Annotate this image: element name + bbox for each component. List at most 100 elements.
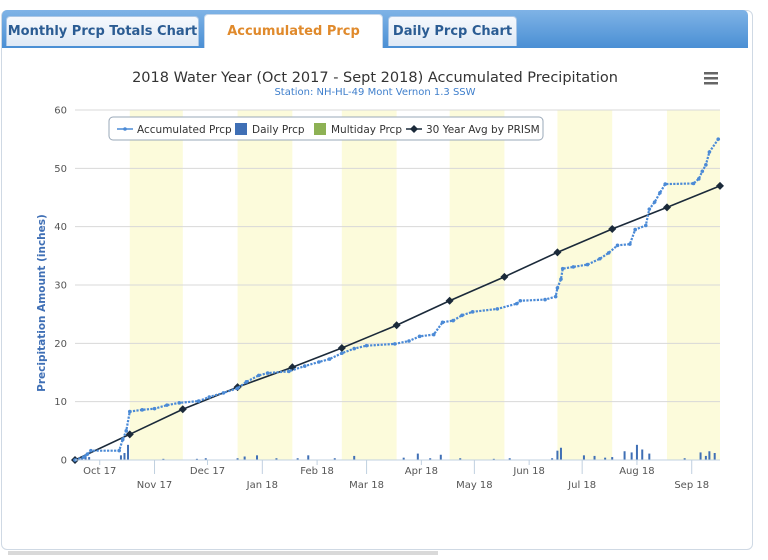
- daily-prcp-bar: [119, 455, 122, 460]
- accumulated-prcp-point: [696, 177, 701, 181]
- daily-prcp-bar: [551, 458, 554, 460]
- accumulated-prcp-point: [417, 334, 422, 339]
- accumulated-prcp-point: [571, 265, 576, 269]
- prism-avg-marker: [178, 405, 187, 414]
- prism-avg-marker: [337, 344, 346, 352]
- legend-label-accumulated: Accumulated Prcp: [137, 124, 232, 136]
- prism-avg-marker: [553, 248, 562, 257]
- accumulated-prcp-point: [543, 297, 547, 302]
- prism-avg-marker: [662, 203, 671, 212]
- tab-monthly-prcp-totals[interactable]: Monthly Prcp Totals Chart: [6, 16, 199, 46]
- accumulated-prcp-point: [196, 399, 201, 403]
- prism-avg-marker: [608, 225, 617, 233]
- accumulated-prcp-point: [340, 351, 344, 356]
- daily-prcp-bar: [630, 452, 633, 460]
- accumulated-prcp-point: [585, 262, 590, 267]
- x-tick-label: Jan 18: [246, 480, 278, 491]
- horizontal-scrollbar[interactable]: [8, 551, 438, 555]
- y-tick-label: 60: [54, 106, 67, 117]
- daily-prcp-bar: [204, 458, 207, 460]
- daily-prcp-bar: [708, 451, 711, 460]
- accumulated-prcp-point: [140, 408, 144, 412]
- legend-label-daily: Daily Prcp: [252, 124, 305, 136]
- accumulated-prcp-point: [152, 406, 157, 411]
- x-tick-label: Feb 18: [300, 466, 334, 477]
- x-tick-label: May 18: [456, 480, 493, 491]
- accumulated-prcp-point: [407, 339, 411, 343]
- legend-symbol-accumulated-dot: [123, 127, 127, 131]
- accumulated-prcp-point: [364, 343, 369, 348]
- legend-label-prism: 30 Year Avg by PRISM: [426, 124, 540, 136]
- accumulated-prcp-point: [451, 318, 455, 323]
- accumulated-prcp-point: [120, 437, 125, 442]
- accumulated-prcp-point: [628, 242, 632, 246]
- accumulated-prcp-point: [615, 243, 620, 248]
- y-tick-label: 50: [54, 164, 67, 175]
- chart-title: 2018 Water Year (Oct 2017 - Sept 2018) A…: [132, 70, 618, 86]
- accumulated-prcp-point: [652, 200, 657, 204]
- daily-prcp-bar: [699, 452, 702, 460]
- accumulated-prcp-point: [207, 395, 212, 399]
- tab-daily-prcp[interactable]: Daily Prcp Chart: [388, 16, 517, 46]
- daily-prcp-bar: [84, 456, 87, 460]
- accumulated-prcp-point: [704, 163, 708, 167]
- daily-prcp-bar: [402, 457, 405, 460]
- daily-prcp-bar: [713, 453, 716, 460]
- daily-prcp-bar: [683, 458, 686, 460]
- daily-prcp-bar: [648, 453, 651, 460]
- accumulated-prcp-point: [117, 448, 121, 453]
- y-tick-label: 40: [54, 222, 67, 233]
- daily-prcp-bar: [641, 449, 644, 460]
- accumulated-prcp-point: [514, 301, 519, 306]
- hamburger-menu-icon[interactable]: [704, 72, 718, 85]
- daily-prcp-bar: [593, 455, 596, 460]
- daily-prcp-bar: [162, 458, 165, 460]
- accumulated-prcp-point: [633, 227, 637, 232]
- accumulated-prcp-point: [647, 207, 652, 211]
- y-axis-label: Precipitation Amount (inches): [36, 214, 48, 392]
- daily-prcp-bar: [307, 455, 310, 460]
- daily-prcp-bar: [416, 453, 419, 460]
- daily-prcp-bar: [81, 457, 84, 460]
- accumulated-prcp-point: [559, 277, 563, 281]
- x-tick-label: Jun 18: [512, 466, 545, 477]
- accumulated-prcp-point: [352, 346, 357, 351]
- daily-prcp-bar: [429, 458, 432, 460]
- accumulated-prcp-point: [691, 181, 696, 186]
- accumulated-precip-chart: 0 10 20 30 40 50 60 Oct 17 Nov 17 Dec 17 Jan 18 Fe…: [18, 58, 734, 502]
- daily-prcp-bar: [459, 458, 462, 460]
- accumulated-prcp-point: [256, 373, 261, 378]
- daily-prcp-bar: [492, 458, 495, 460]
- accumulated-prcp-point: [165, 403, 169, 407]
- x-tick-label: Dec 17: [190, 466, 225, 477]
- accumulated-prcp-point: [518, 298, 523, 303]
- accumulated-prcp-point: [606, 251, 611, 255]
- daily-prcp-bar: [88, 457, 91, 460]
- daily-prcp-bar: [635, 444, 638, 460]
- x-tick-label: Mar 18: [349, 480, 384, 491]
- daily-prcp-bar: [508, 458, 511, 460]
- prism-avg-marker: [125, 430, 134, 439]
- accumulated-prcp-point: [553, 294, 558, 299]
- accumulated-prcp-point: [393, 342, 397, 346]
- accumulated-prcp-point: [327, 357, 332, 361]
- daily-prcp-bar: [195, 458, 198, 460]
- daily-prcp-bar: [611, 457, 614, 460]
- accumulated-prcp-point: [658, 191, 662, 195]
- x-tick-label: Jul 18: [567, 480, 596, 491]
- x-tick-label: Sep 18: [674, 480, 709, 491]
- accumulated-prcp-point: [127, 409, 132, 414]
- daily-prcp-bar: [296, 458, 299, 460]
- accumulated-prcp-point: [235, 386, 240, 391]
- daily-prcp-bar: [333, 458, 336, 460]
- legend-symbol-multiday: [314, 123, 326, 135]
- accumulated-prcp-point: [302, 364, 307, 368]
- accumulated-prcp-point: [82, 455, 86, 459]
- accumulated-prcp-point: [663, 182, 668, 186]
- accumulated-prcp-point: [177, 401, 182, 405]
- accumulated-prcp-point: [317, 360, 321, 364]
- x-tick-label: Oct 17: [83, 466, 116, 477]
- accumulated-prcp-line: [74, 138, 720, 462]
- tab-accumulated-prcp[interactable]: Accumulated Prcp Chart: [204, 14, 383, 73]
- accumulated-prcp-point: [124, 429, 129, 433]
